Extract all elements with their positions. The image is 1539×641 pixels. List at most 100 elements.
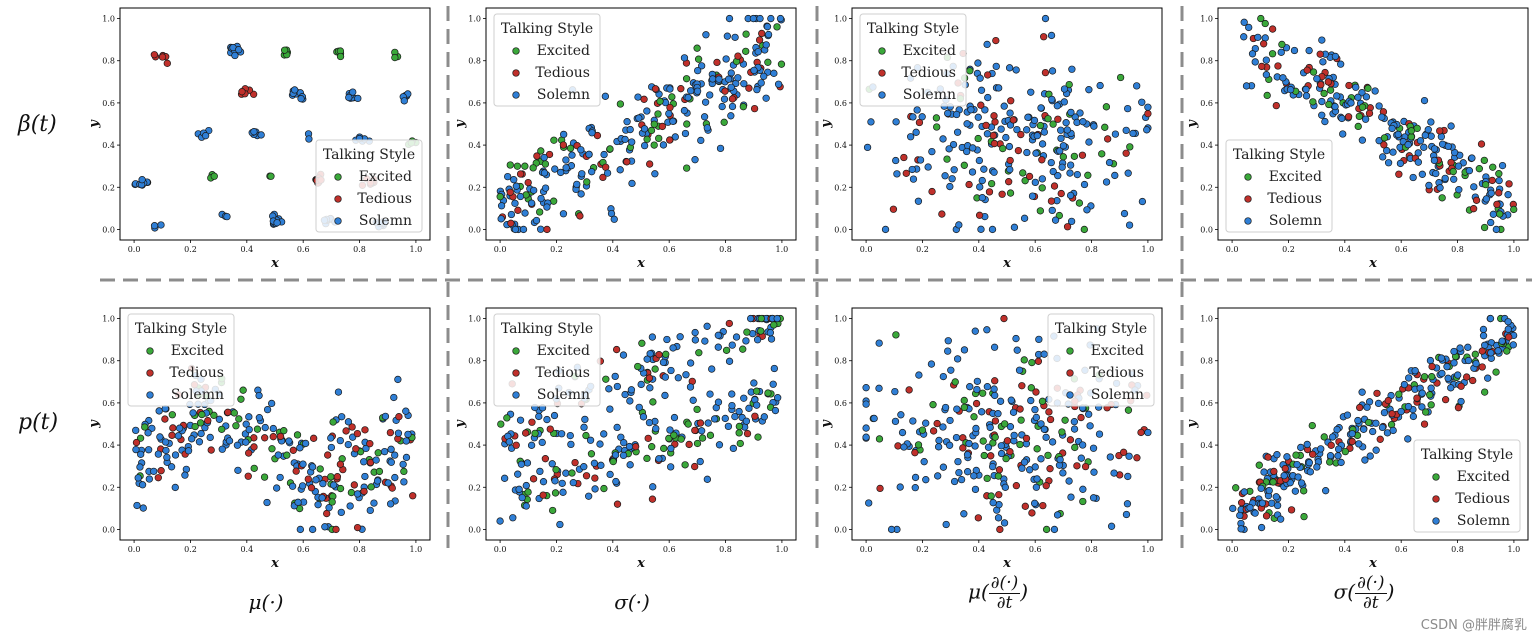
legend-label-excited: Excited <box>1269 169 1322 185</box>
y-tick-label: 0.6 <box>102 99 115 108</box>
point-solemn <box>606 405 614 413</box>
x-tick-label: 0.2 <box>550 245 563 254</box>
point-solemn <box>1352 83 1360 91</box>
point-tedious <box>150 51 159 59</box>
point-solemn <box>944 347 952 355</box>
point-excited <box>196 419 205 427</box>
point-tedious <box>1327 441 1335 449</box>
point-solemn <box>577 190 585 198</box>
point-solemn <box>984 93 992 102</box>
point-tedious <box>929 427 938 435</box>
point-solemn <box>1361 456 1369 464</box>
point-solemn <box>1085 410 1093 418</box>
point-tedious <box>990 112 998 120</box>
point-excited <box>1426 391 1434 399</box>
point-excited <box>974 134 982 143</box>
point-tedious <box>161 415 169 423</box>
y-tick-label: 0.6 <box>1200 99 1213 108</box>
point-solemn <box>952 433 961 442</box>
x-tick-label: 0.0 <box>128 245 141 254</box>
point-solemn <box>1290 46 1299 55</box>
point-tedious <box>911 449 919 457</box>
point-excited <box>513 162 522 170</box>
point-excited <box>698 434 707 442</box>
point-solemn <box>1326 452 1335 460</box>
point-solemn <box>1454 371 1462 379</box>
point-solemn <box>537 225 545 233</box>
x-tick-label: 0.8 <box>719 545 732 554</box>
point-tedious <box>1025 172 1034 181</box>
point-tedious <box>1384 396 1392 405</box>
point-excited <box>1492 368 1500 376</box>
point-tedious <box>1262 512 1271 520</box>
x-tick-label: 0.2 <box>916 545 929 554</box>
point-solemn <box>687 87 695 95</box>
point-solemn <box>1080 180 1089 189</box>
point-solemn <box>994 410 1002 418</box>
y-tick-label: 0.0 <box>102 225 115 234</box>
point-solemn <box>1372 446 1380 454</box>
point-excited <box>1510 205 1518 214</box>
point-solemn <box>1302 92 1311 100</box>
point-excited <box>1016 440 1024 449</box>
point-excited <box>283 451 291 459</box>
point-solemn <box>354 94 362 103</box>
point-excited <box>1036 121 1045 130</box>
point-tedious <box>1006 448 1014 456</box>
point-tedious <box>725 319 733 328</box>
point-tedious <box>713 58 721 67</box>
point-tedious <box>658 122 667 131</box>
legend-title: Talking Style <box>1421 447 1513 463</box>
point-tedious <box>987 452 995 460</box>
legend-label-tedious: Tedious <box>535 65 590 81</box>
point-solemn <box>312 476 320 484</box>
point-excited <box>583 178 591 186</box>
point-excited <box>764 389 772 397</box>
point-solemn <box>1060 98 1068 106</box>
point-solemn <box>909 417 917 425</box>
point-excited <box>1061 416 1069 424</box>
point-solemn <box>327 434 335 442</box>
point-excited <box>1380 134 1389 142</box>
point-solemn <box>701 337 709 345</box>
point-solemn <box>301 439 310 448</box>
point-tedious <box>1017 130 1025 139</box>
point-tedious <box>276 432 285 441</box>
point-solemn <box>605 385 613 393</box>
point-solemn <box>1504 325 1512 333</box>
point-solemn <box>1038 140 1047 148</box>
row-label-beta: β(t) <box>18 112 57 137</box>
point-solemn <box>557 168 565 177</box>
point-tedious <box>350 481 358 489</box>
point-solemn <box>601 92 610 100</box>
point-solemn <box>308 525 317 534</box>
x-tick-label: 0.4 <box>1338 545 1351 554</box>
point-excited <box>237 395 245 403</box>
panel-p-dmu: 0.0 0.2 0.4 0.6 0.8 1.0 0.0 0.2 0.4 0.6 0.8 1.0 x y Ta… <box>819 307 1163 571</box>
point-tedious <box>360 487 368 496</box>
point-solemn <box>539 478 548 486</box>
point-solemn <box>1482 195 1491 203</box>
x-tick-label: 0.2 <box>184 545 197 554</box>
point-excited <box>1475 165 1483 173</box>
point-solemn <box>171 483 179 492</box>
point-solemn <box>577 146 585 154</box>
point-excited <box>960 403 969 412</box>
point-excited <box>742 47 750 55</box>
point-solemn <box>1049 167 1057 176</box>
point-solemn <box>321 523 329 531</box>
point-tedious <box>1388 410 1396 418</box>
point-excited <box>651 365 659 373</box>
point-solemn <box>373 477 382 485</box>
point-excited <box>268 445 276 453</box>
point-solemn <box>588 168 596 176</box>
point-solemn <box>1041 14 1050 23</box>
point-tedious <box>1356 403 1364 412</box>
legend-label-excited: Excited <box>1091 343 1144 359</box>
point-tedious <box>269 433 277 441</box>
point-excited <box>552 465 560 474</box>
point-excited <box>1038 184 1046 192</box>
point-solemn <box>1273 501 1282 510</box>
point-solemn <box>700 113 709 121</box>
point-tedious <box>353 429 362 438</box>
